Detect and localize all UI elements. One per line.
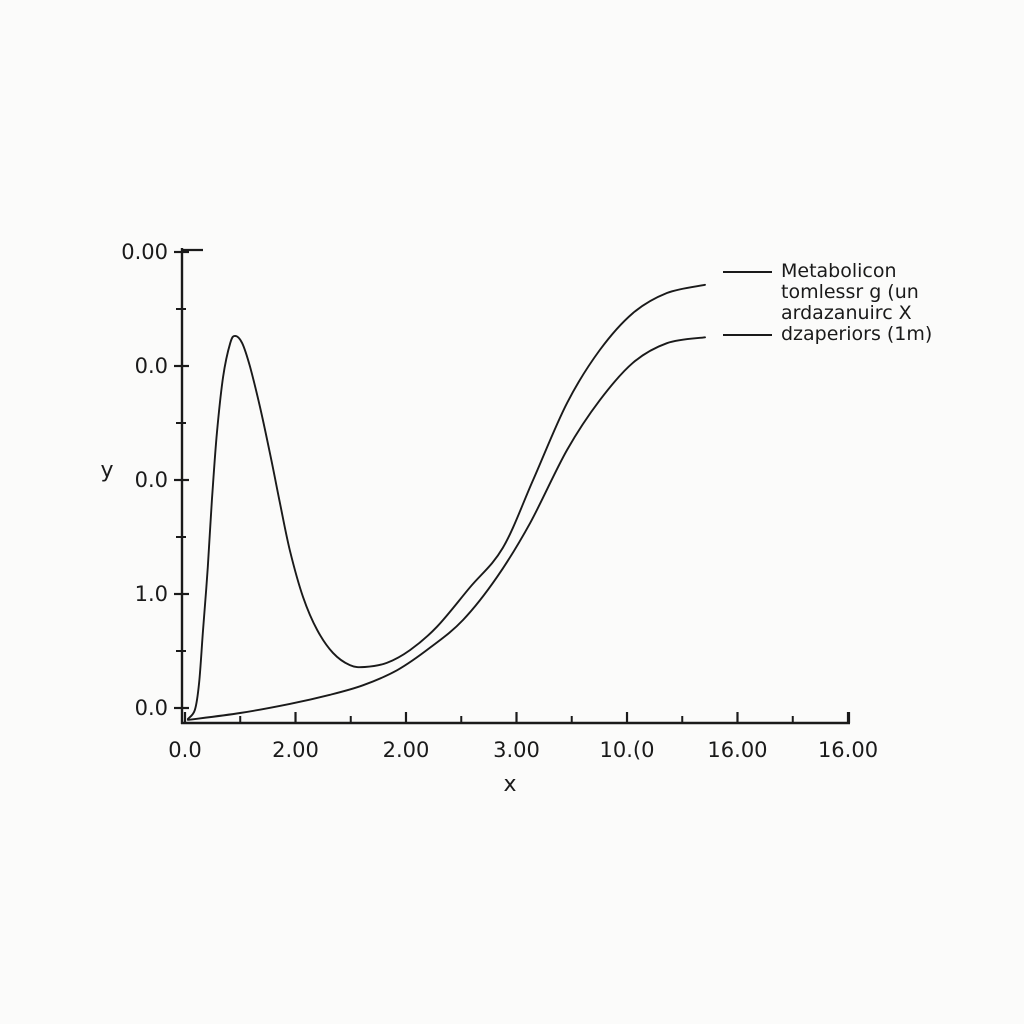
legend-label-line: dzaperiors (1m) bbox=[781, 323, 933, 345]
legend-label: dzaperiors (1m) bbox=[781, 324, 932, 345]
x-tick-label: 2.00 bbox=[383, 738, 430, 762]
y-tick-label: 0.0 bbox=[135, 468, 168, 492]
legend: Metabolicon tomlessr g (un ardazanuirc X… bbox=[723, 261, 932, 345]
x-tick-label: 3.00 bbox=[493, 738, 540, 762]
legend-entry: dzaperiors (1m) bbox=[723, 324, 932, 345]
x-tick-label: 0.0 bbox=[168, 738, 201, 762]
line-sample-icon bbox=[723, 334, 772, 336]
y-axis-label: y bbox=[100, 458, 114, 483]
series-curve-1 bbox=[186, 336, 706, 721]
x-tick-label: 16.00 bbox=[818, 738, 878, 762]
y-tick-label: 0.00 bbox=[121, 240, 168, 264]
legend-entry: Metabolicon tomlessr g (un ardazanuirc X bbox=[723, 261, 932, 324]
legend-label: Metabolicon tomlessr g (un ardazanuirc X bbox=[781, 261, 919, 324]
line-sample-icon bbox=[723, 271, 772, 273]
y-tick-label: 1.0 bbox=[135, 582, 168, 606]
x-tick-label: 10.(0 bbox=[600, 738, 655, 762]
series-curve-0 bbox=[186, 283, 706, 720]
legend-label-line: ardazanuirc X bbox=[781, 302, 912, 324]
y-tick-label: 0.0 bbox=[135, 696, 168, 720]
legend-label-line: tomlessr g (un bbox=[781, 281, 919, 303]
legend-label-line: Metabolicon bbox=[781, 260, 897, 282]
x-axis-label: x bbox=[503, 772, 517, 797]
x-tick-label: 2.00 bbox=[272, 738, 319, 762]
x-tick-label: 16.00 bbox=[707, 738, 767, 762]
y-tick-label: 0.0 bbox=[135, 354, 168, 378]
